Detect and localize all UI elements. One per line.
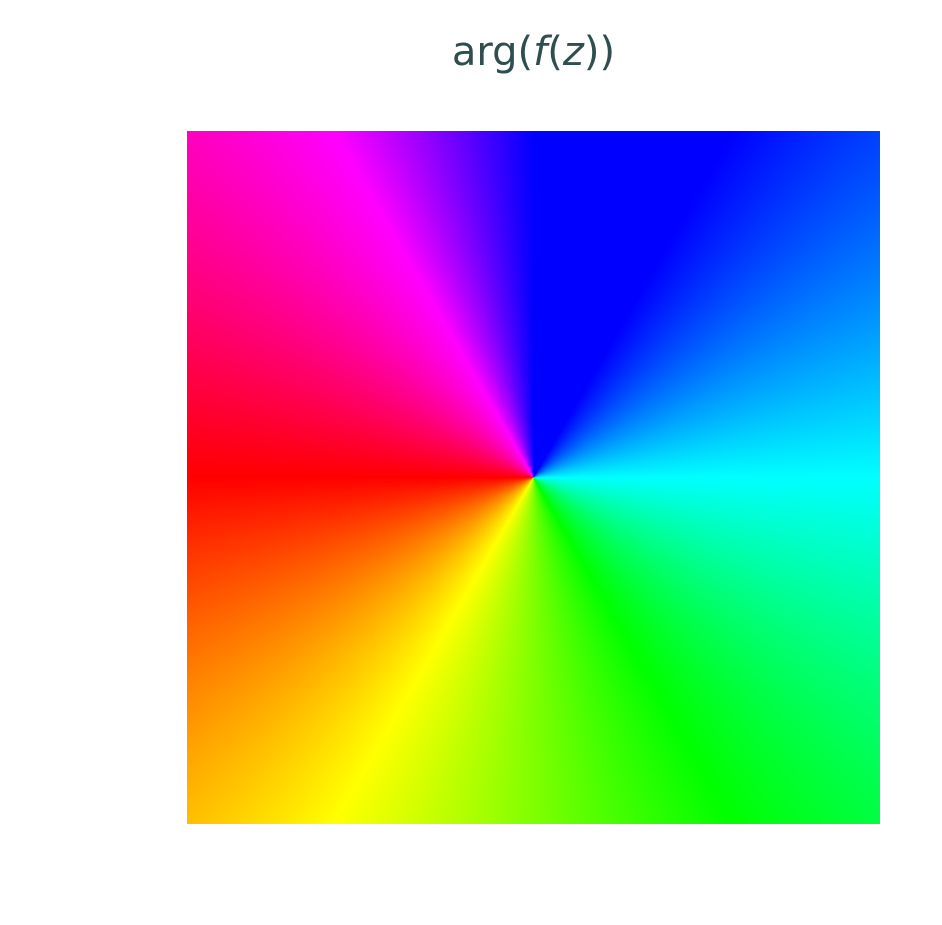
- title-suffix: )): [583, 29, 616, 75]
- plot-area: [187, 131, 880, 824]
- title-prefix: arg(: [451, 29, 534, 75]
- title-variable: z: [562, 29, 584, 75]
- chart-title: arg(f(z)): [187, 26, 880, 78]
- title-function: f: [533, 29, 548, 75]
- phase-heatmap: [187, 131, 880, 824]
- title-open-paren: (: [547, 29, 563, 75]
